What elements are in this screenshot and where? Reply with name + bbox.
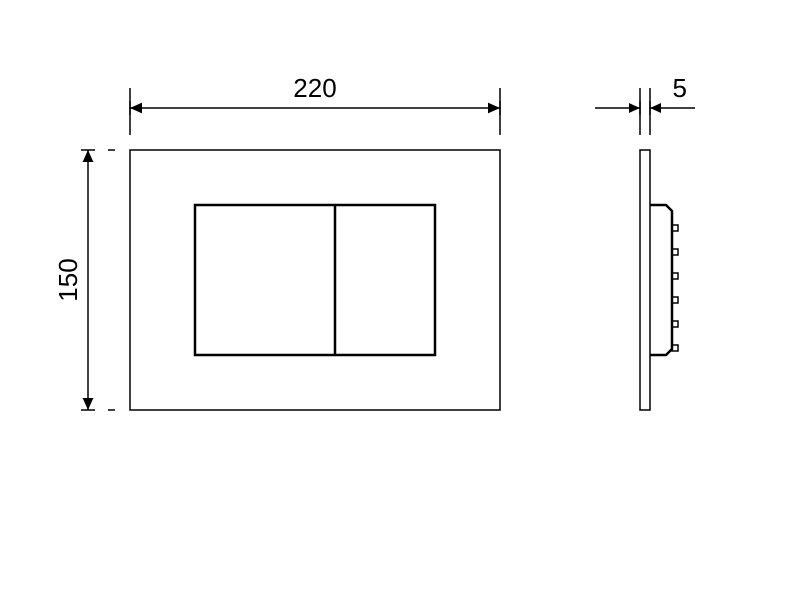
side-face-plate — [640, 150, 650, 410]
dimension-height-label: 150 — [53, 258, 83, 301]
front-inner-rect — [195, 205, 435, 355]
dimension-width-label: 220 — [293, 73, 336, 103]
side-view: 5 — [595, 73, 695, 410]
front-outer-rect — [130, 150, 500, 410]
dimension-thickness: 5 — [595, 73, 695, 135]
dimension-thickness-label: 5 — [673, 73, 687, 103]
dimension-width: 220 — [130, 73, 500, 135]
front-view: 220 150 — [53, 73, 500, 410]
side-body-outline — [650, 205, 672, 355]
dimension-height: 150 — [53, 150, 115, 410]
technical-drawing: 220 150 5 — [0, 0, 800, 600]
